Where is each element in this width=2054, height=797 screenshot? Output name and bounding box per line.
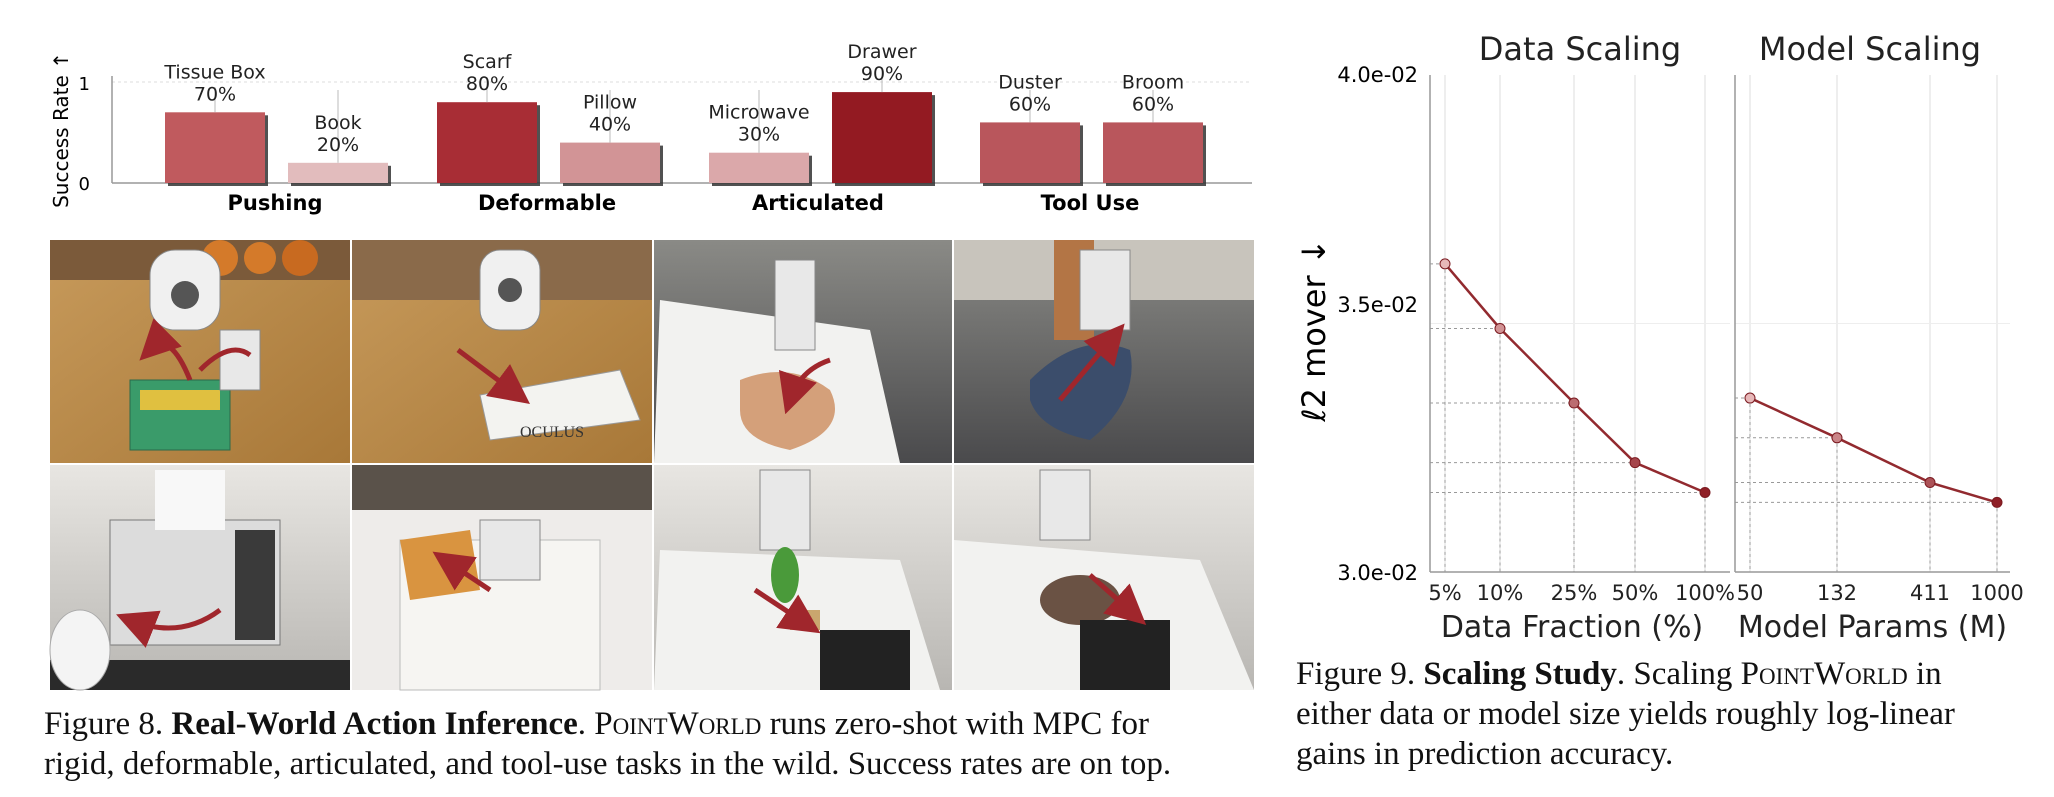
data-point (1831, 432, 1843, 444)
data-point (1629, 457, 1641, 469)
bar-book (288, 162, 388, 183)
figure-8-title-sep: . (577, 706, 595, 742)
bar-label-name: Scarf (463, 51, 513, 73)
bar-tissue-box (165, 112, 265, 183)
x-tick-label: 1000 (1970, 581, 2023, 605)
y-axis-label: Success Rate ↑ (49, 52, 73, 208)
figure-9-method-name: PointWorld (1740, 656, 1908, 692)
bar-label-name: Duster (998, 71, 1062, 93)
bar-label-name: Drawer (847, 41, 916, 63)
photo-tissue-box (50, 240, 350, 463)
x-tick-label: 100% (1675, 581, 1735, 605)
bar-label-name: Microwave (708, 102, 809, 124)
photo-broom (954, 465, 1254, 690)
figure-9-caption-text-1: in (1907, 656, 1942, 692)
photo-book: OCULUS (352, 240, 652, 463)
y-tick-0: 0 (79, 174, 90, 195)
bar-scarf (437, 102, 537, 183)
data-point (1439, 258, 1451, 270)
bar-label-name: Book (314, 112, 361, 134)
y-tick-1: 1 (79, 74, 90, 95)
x-tick-label: 5% (1428, 581, 1461, 605)
x-axis-label: Data Fraction (%) (1441, 610, 1703, 645)
series-line (1444, 263, 1706, 494)
y-tick-3e-2: 3.0e-02 (1337, 561, 1418, 585)
group-labels: Pushing Deformable Articulated Tool Use (228, 191, 1140, 215)
bar-label-pct: 60% (1132, 93, 1174, 115)
photo-microwave (49, 465, 350, 691)
figure-8-method-name: PointWorld (594, 706, 762, 742)
series-line (1749, 396, 1998, 504)
figure-8-label: Figure 8. (44, 706, 172, 742)
photo-scarf (654, 240, 952, 463)
figure-8-caption: Figure 8. Real-World Action Inference. P… (44, 704, 1284, 784)
photo-pillow (954, 240, 1254, 463)
data-scaling-panel: 5% 10% 25% 50% 100% Data Scaling Data Fraction… (1428, 30, 1735, 645)
figure-9-title: Scaling Study (1423, 656, 1617, 692)
y-axis-label-l2-mover: ℓ2 mover ↓ (1295, 238, 1333, 422)
group-label-pushing: Pushing (228, 191, 323, 215)
bar-drawer (832, 92, 932, 183)
figure-8-caption-text-1: runs zero-shot with MPC for (761, 706, 1150, 742)
group-label-deformable: Deformable (478, 191, 616, 215)
panel-title: Model Scaling (1759, 30, 1981, 68)
figure-9-title-sep: . Scaling (1616, 656, 1741, 692)
bar-label-pct: 30% (738, 124, 780, 146)
figure-8-caption-line-2: rigid, deformable, articulated, and tool… (44, 746, 1172, 782)
figure-9-caption: Figure 9. Scaling Study. Scaling PointWo… (1296, 654, 2046, 774)
figure-9-caption-line-1: Figure 9. Scaling Study. Scaling PointWo… (1296, 654, 2046, 694)
data-point (1568, 397, 1580, 409)
bar-label-pct: 90% (861, 63, 903, 85)
bar-label-pct: 70% (194, 83, 236, 105)
bar-label-pct: 40% (589, 114, 631, 136)
model-scaling-panel: 50 132 411 1000 Model Scaling Model Params (M… (1734, 30, 2024, 645)
data-point (1744, 392, 1756, 404)
figure-9-label: Figure 9. (1296, 656, 1424, 692)
bar-microwave (709, 152, 809, 183)
bar-label-name: Broom (1122, 71, 1184, 93)
x-tick-label: 50 (1737, 581, 1764, 605)
figure-9-caption-line-3: gains in prediction accuracy. (1296, 736, 1674, 772)
data-point (1924, 477, 1936, 489)
bar-label-pct: 60% (1009, 93, 1051, 115)
bar-label-name: Pillow (583, 92, 637, 114)
bar-pillow (560, 142, 660, 183)
x-tick-label: 50% (1612, 581, 1659, 605)
bar-label-pct: 80% (466, 73, 508, 95)
group-label-articulated: Articulated (752, 191, 884, 215)
x-tick-label: 10% (1477, 581, 1524, 605)
x-tick-label: 411 (1910, 581, 1950, 605)
x-tick-label: 132 (1817, 581, 1857, 605)
data-point (1699, 486, 1711, 498)
bar-label-name: Tissue Box (163, 61, 265, 83)
figure-9-caption-line-2: either data or model size yields roughly… (1296, 696, 1955, 732)
bar-broom (1103, 122, 1203, 183)
y-tick-4e-2: 4.0e-02 (1337, 63, 1418, 87)
photo-drawer (352, 465, 652, 691)
data-point (1991, 496, 2003, 508)
group-label-tool-use: Tool Use (1041, 191, 1140, 215)
panel-title: Data Scaling (1479, 30, 1681, 68)
photo-duster (654, 465, 952, 690)
figure-8-caption-line-1: Figure 8. Real-World Action Inference. P… (44, 704, 1284, 744)
x-tick-label: 25% (1551, 581, 1598, 605)
y-tick-3-5e-2: 3.5e-02 (1337, 293, 1418, 317)
data-point (1494, 322, 1506, 334)
bar-label-pct: 20% (317, 134, 359, 156)
bar-duster (980, 122, 1080, 183)
book-label: OCULUS (520, 424, 584, 441)
x-axis-label: Model Params (M) (1738, 610, 2007, 645)
figure-8-title: Real-World Action Inference (171, 706, 578, 742)
